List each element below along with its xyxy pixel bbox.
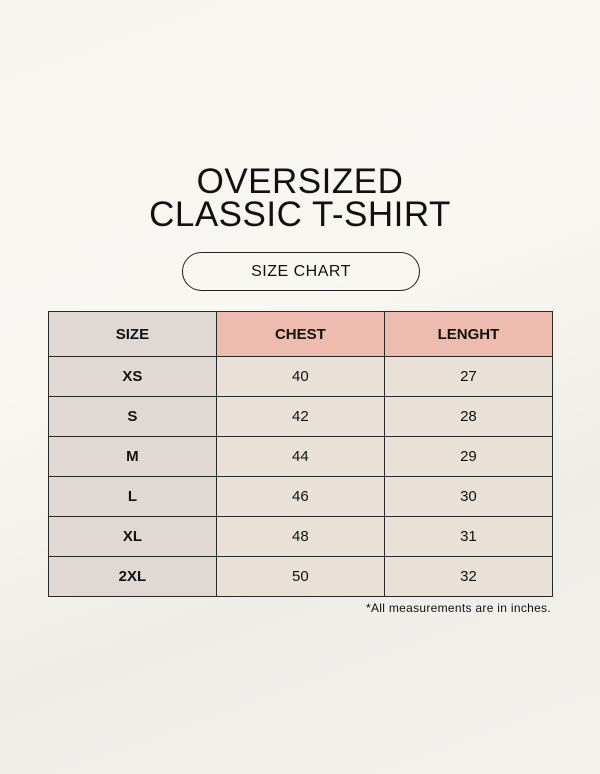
table-row: XS 40 27 <box>48 356 554 397</box>
header-size: SIZE <box>48 311 217 357</box>
table-header-row: SIZE CHEST LENGHT <box>48 311 554 357</box>
size-cell: S <box>48 396 217 437</box>
table-row: M 44 29 <box>48 436 554 477</box>
chest-cell: 42 <box>215 396 385 437</box>
table-row: S 42 28 <box>48 396 554 437</box>
length-cell: 30 <box>383 476 554 517</box>
table-row: L 46 30 <box>48 476 554 517</box>
table-row: 2XL 50 32 <box>48 556 554 597</box>
title-line-1: OVERSIZED <box>196 162 404 201</box>
length-cell: 29 <box>383 436 554 477</box>
length-cell: 32 <box>383 556 554 597</box>
table-row: XL 48 31 <box>48 516 554 557</box>
chest-cell: 40 <box>215 356 385 397</box>
title-line-2: CLASSIC T-SHIRT <box>149 195 451 234</box>
length-cell: 28 <box>383 396 554 437</box>
length-cell: 31 <box>383 516 554 557</box>
size-cell: L <box>48 476 217 517</box>
page-title: OVERSIZED CLASSIC T-SHIRT <box>0 162 600 234</box>
length-cell: 27 <box>383 356 554 397</box>
size-cell: M <box>48 436 217 477</box>
size-cell: 2XL <box>48 556 217 597</box>
size-table: SIZE CHEST LENGHT XS 40 27 S 42 28 M 44 29 L 46 30 X… <box>48 311 554 597</box>
header-chest: CHEST <box>215 311 385 357</box>
size-cell: XL <box>48 516 217 557</box>
chest-cell: 44 <box>215 436 385 477</box>
size-cell: XS <box>48 356 217 397</box>
chest-cell: 48 <box>215 516 385 557</box>
chest-cell: 46 <box>215 476 385 517</box>
size-chart-label: SIZE CHART <box>182 252 420 291</box>
measurement-note: *All measurements are in inches. <box>365 601 551 615</box>
chest-cell: 50 <box>215 556 385 597</box>
header-length: LENGHT <box>383 311 554 357</box>
